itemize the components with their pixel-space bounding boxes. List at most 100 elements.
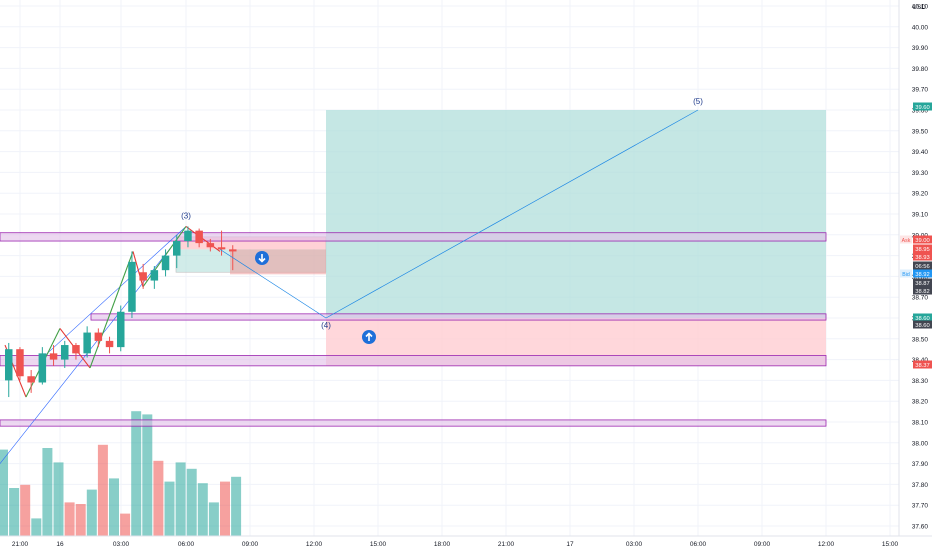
support-resistance-zones[interactable]	[0, 232, 827, 427]
price-tick-label: 38.30	[912, 378, 929, 385]
price-badge: 38.37	[913, 360, 932, 369]
time-axis[interactable]: 21:00 16 03:00 06:00 09:00 12:00 15:00 18:00 21:…	[0, 535, 932, 548]
time-tick-label: 09:00	[754, 541, 771, 548]
price-badge-value: 38.60	[915, 316, 930, 322]
time-tick-label: 18:00	[434, 541, 451, 548]
price-tick-label: 40.10	[912, 4, 929, 11]
volume-bar	[220, 481, 230, 536]
volume-bar	[75, 504, 86, 536]
price-badges: 39.00 Ask 38.95 38.93 06:56 38.92 Bid 38.87 38.8…	[900, 102, 932, 369]
candle-body	[83, 332, 91, 354]
volume-bar	[31, 518, 42, 536]
zigzag-segment	[89, 251, 134, 369]
volume-bar	[20, 484, 31, 536]
price-badge-value: 39.00	[915, 238, 930, 244]
price-badge-value: 38.82	[915, 289, 930, 295]
volume-bar	[86, 489, 97, 536]
price-tick-label: 39.20	[912, 191, 929, 198]
price-badge-value: 38.87	[915, 281, 930, 287]
price-tick-label: 39.40	[912, 149, 929, 156]
volume-bar	[120, 513, 131, 536]
time-tick-label: 21:00	[12, 541, 29, 548]
volume-bar	[142, 414, 153, 536]
time-tick-label: 03:00	[113, 541, 130, 548]
price-tick-label: 39.80	[912, 66, 929, 73]
zone-rectangle[interactable]	[90, 313, 827, 321]
candle-body	[38, 353, 47, 383]
candle-body	[61, 345, 69, 360]
direction-icons	[255, 251, 376, 344]
volume-bar	[186, 468, 197, 536]
time-tick-label: 17	[566, 541, 574, 548]
volume-bar	[175, 462, 186, 536]
volume-bar	[9, 488, 20, 536]
candle-body	[229, 249, 237, 252]
short-position-extension	[230, 249, 326, 275]
candle-body	[94, 332, 103, 341]
zone-rectangle[interactable]	[0, 419, 827, 427]
price-badge-value: 38.37	[915, 363, 930, 369]
volume-bar	[131, 411, 142, 536]
position-tools[interactable]	[175, 110, 826, 366]
price-tick-label: 38.70	[912, 295, 929, 302]
candle-body	[195, 230, 203, 244]
price-badge: 38.87	[913, 278, 932, 287]
candle-body	[128, 261, 136, 312]
currency-label: USD	[912, 4, 926, 11]
volume-bar	[164, 481, 175, 536]
wave-label: (3)	[181, 211, 191, 220]
wave-label: (4)	[321, 321, 331, 330]
volume-histogram	[0, 411, 242, 536]
time-tick-label: 06:00	[690, 541, 707, 548]
price-tick-label: 39.30	[912, 170, 929, 177]
price-tick-label: 37.90	[912, 461, 929, 468]
candle-body	[27, 376, 35, 383]
volume-bar	[197, 483, 208, 536]
volume-bar	[0, 449, 8, 536]
price-badge-label: Bid	[902, 272, 910, 278]
price-badge: 39.00 Ask	[900, 235, 932, 244]
time-tick-label: 21:00	[498, 541, 515, 548]
candle-body	[49, 353, 58, 360]
price-tick-label: 39.10	[912, 212, 929, 219]
price-tick-label: 38.10	[912, 420, 929, 427]
time-tick-label: 15:00	[882, 541, 899, 548]
zone-rectangle[interactable]	[0, 355, 827, 367]
channel-line	[44, 226, 187, 356]
price-badge-label: Ask	[902, 238, 911, 244]
price-tick-label: 39.70	[912, 87, 929, 94]
zone-rectangle[interactable]	[0, 232, 827, 242]
price-tick-label: 38.00	[912, 440, 929, 447]
volume-bar	[53, 462, 64, 536]
time-tick-label: 09:00	[242, 541, 259, 548]
price-badge: 06:56	[913, 261, 932, 270]
candle-body	[139, 272, 147, 281]
elliott-wave[interactable]: (3) (4) (5)	[181, 97, 703, 330]
price-badge-value: 38.92	[915, 272, 930, 278]
price-badge-value: 38.60	[915, 323, 930, 329]
candle-body	[161, 255, 170, 271]
zigzag-segment	[132, 251, 144, 287]
price-badge: 38.60	[913, 313, 932, 322]
time-tick-label: 03:00	[626, 541, 643, 548]
candle-body	[16, 349, 24, 377]
time-tick-label: 06:00	[178, 541, 195, 548]
time-tick-label: 12:00	[818, 541, 835, 548]
candle-body	[217, 247, 226, 250]
price-badge: 38.60	[913, 320, 932, 329]
price-badge: 38.92 Bid	[900, 269, 932, 278]
time-tick-label: 16	[56, 541, 64, 548]
price-badge: 39.60	[913, 102, 932, 111]
price-badge-value: 38.93	[915, 255, 930, 261]
price-tick-label: 37.60	[912, 524, 929, 531]
price-tick-label: 40.00	[912, 24, 929, 31]
volume-bar	[208, 502, 219, 536]
long-position-target-area[interactable]	[326, 110, 826, 318]
price-tick-label: 37.70	[912, 503, 929, 510]
volume-bar	[153, 460, 164, 536]
volume-bar	[64, 502, 75, 536]
candle-body	[117, 311, 125, 348]
price-tick-label: 38.50	[912, 336, 929, 343]
